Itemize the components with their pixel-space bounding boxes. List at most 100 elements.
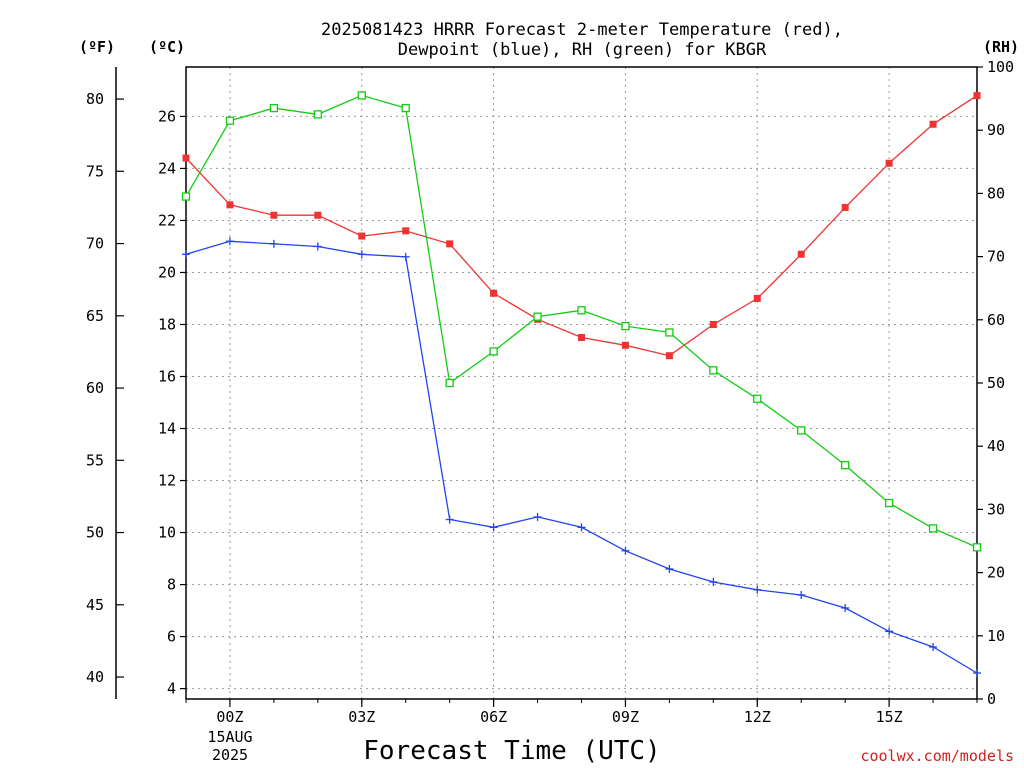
temperature-line — [185, 95, 978, 357]
celsius-tick-label: 18 — [158, 315, 176, 333]
celsius-tick-label: 24 — [158, 159, 176, 177]
temperature-point — [753, 294, 761, 302]
rh-point — [269, 103, 279, 113]
rh-point — [621, 321, 630, 331]
temperature-point — [182, 154, 190, 162]
fahrenheit-tick-label: 70 — [86, 235, 104, 253]
celsius-tick-label: 8 — [167, 576, 176, 594]
temperature-point — [226, 201, 234, 209]
temperature-point — [621, 341, 629, 349]
dewpoint-point — [489, 523, 498, 532]
fahrenheit-tick-label: 80 — [86, 90, 104, 108]
rh-point — [445, 378, 454, 388]
temperature-point — [665, 352, 673, 360]
temperature-point — [797, 250, 805, 258]
rh-point — [797, 426, 806, 435]
dewpoint-point — [841, 603, 850, 612]
rh-tick-label: 90 — [987, 121, 1005, 139]
celsius-tick-label: 20 — [158, 263, 176, 281]
date-day-label: 15AUG — [207, 728, 252, 746]
temperature-point — [490, 289, 498, 297]
rh-tick-label: 0 — [987, 690, 996, 708]
celsius-unit-label: (ºC) — [149, 38, 185, 56]
series-temperature — [182, 92, 981, 360]
dewpoint-point — [533, 512, 542, 521]
series-dewpoint — [182, 237, 981, 677]
celsius-tick-label: 6 — [167, 628, 176, 646]
dewpoint-point — [885, 627, 894, 636]
temperature-point — [885, 159, 893, 167]
chart-title-line1: 2025081423 HRRR Forecast 2-meter Tempera… — [321, 20, 843, 40]
rh-point — [753, 394, 762, 403]
rh-point — [709, 366, 718, 375]
rh-tick-label: 80 — [987, 184, 1005, 202]
rh-tick-label: 10 — [987, 627, 1005, 645]
credit-label: coolwx.com/models — [860, 747, 1014, 765]
celsius-tick-label: 12 — [158, 472, 176, 490]
dewpoint-point — [182, 250, 190, 259]
rh-point — [665, 328, 674, 337]
x-tick-label: 12Z — [744, 708, 771, 726]
dewpoint-point — [709, 577, 718, 586]
dewpoint-point — [357, 250, 366, 259]
rh-point — [313, 110, 322, 119]
celsius-axis: 4 6 8 10 12 14 16 18 20 22 24 26 — [158, 107, 186, 698]
rh-point — [401, 103, 410, 113]
dewpoint-point — [797, 590, 806, 599]
rh-tick-label: 40 — [987, 437, 1005, 455]
dewpoint-line — [185, 240, 978, 674]
x-tick-label: 09Z — [612, 708, 639, 726]
rh-point — [489, 347, 498, 356]
dewpoint-point — [973, 668, 981, 677]
fahrenheit-axis: 40 45 50 55 60 65 70 75 80 — [86, 90, 124, 686]
rh-point — [884, 498, 894, 508]
celsius-tick-label: 22 — [158, 211, 176, 229]
celsius-tick-label: 26 — [158, 107, 176, 125]
rh-axis: 0 10 20 30 40 50 60 70 80 90 100 — [977, 58, 1014, 708]
dewpoint-point — [313, 242, 322, 251]
dewpoint-point — [401, 252, 410, 261]
fahrenheit-tick-label: 55 — [86, 451, 104, 469]
dewpoint-point — [577, 523, 586, 532]
rh-tick-label: 50 — [987, 374, 1005, 392]
fahrenheit-tick-label: 50 — [86, 524, 104, 542]
temperature-point — [270, 211, 278, 219]
fahrenheit-tick-label: 65 — [86, 307, 104, 325]
dewpoint-point — [753, 585, 762, 594]
temperature-point — [402, 227, 410, 235]
temperature-point — [446, 240, 454, 248]
rh-point — [533, 312, 542, 321]
dewpoint-point — [269, 239, 278, 248]
grid-lines — [186, 67, 977, 699]
date-year-label: 2025 — [212, 746, 248, 764]
temperature-point — [314, 211, 322, 219]
rh-tick-label: 100 — [987, 58, 1014, 76]
celsius-tick-label: 16 — [158, 367, 176, 385]
dewpoint-point — [665, 564, 674, 573]
temperature-point — [929, 120, 937, 128]
temperature-point — [709, 320, 717, 328]
rh-point — [577, 306, 586, 315]
rh-tick-label: 60 — [987, 311, 1005, 329]
celsius-tick-label: 10 — [158, 524, 176, 542]
rh-point — [225, 116, 235, 125]
rh-unit-label: (RH) — [983, 38, 1019, 56]
fahrenheit-unit-label: (ºF) — [79, 38, 115, 56]
fahrenheit-tick-label: 40 — [86, 668, 104, 686]
fahrenheit-tick-label: 75 — [86, 162, 104, 180]
x-axis-title: Forecast Time (UTC) — [363, 736, 660, 766]
fahrenheit-tick-label: 60 — [86, 379, 104, 397]
rh-point — [928, 524, 938, 533]
x-tick-label: 15Z — [876, 708, 903, 726]
temperature-point — [841, 203, 849, 211]
rh-tick-label: 30 — [987, 500, 1005, 518]
temperature-point — [358, 232, 366, 240]
rh-point — [841, 461, 850, 470]
rh-point — [181, 192, 191, 201]
celsius-tick-label: 14 — [158, 420, 176, 438]
dewpoint-point — [621, 546, 630, 555]
x-tick-label: 06Z — [480, 708, 507, 726]
chart-title-line2: Dewpoint (blue), RH (green) for KBGR — [398, 40, 767, 60]
rh-point — [972, 543, 982, 552]
